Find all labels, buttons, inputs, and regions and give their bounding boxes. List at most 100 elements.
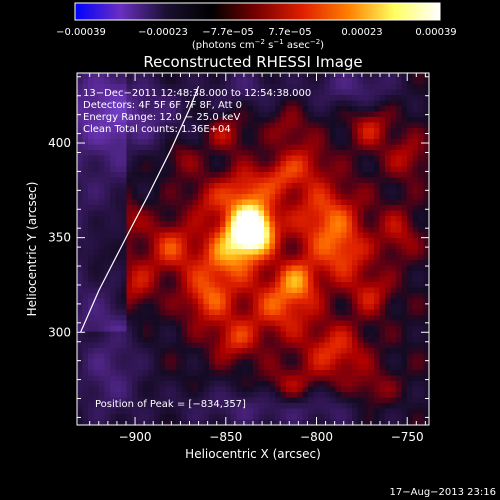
heatmap-cell [280,89,287,96]
heatmap-cell [390,260,397,266]
heatmap-cell [203,293,210,299]
heatmap-cell [209,122,215,129]
heatmap-cell [302,403,309,409]
heatmap-cell [220,150,226,156]
heatmap-cell [77,381,83,387]
heatmap-cell [379,205,386,211]
heatmap-cell [412,254,419,261]
heatmap-cell [170,210,177,217]
heatmap-cell [148,78,155,85]
heatmap-cell [214,238,221,244]
heatmap-cell [253,177,259,184]
heatmap-cell [148,364,155,371]
heatmap-cell [412,199,419,206]
heatmap-cell [302,139,309,145]
heatmap-cell [154,216,160,222]
heatmap-cell [335,260,342,266]
heatmap-cell [341,414,347,420]
heatmap-cell [330,276,336,283]
heatmap-cell [275,84,281,90]
heatmap-cell [291,348,298,354]
heatmap-cell [280,100,287,107]
heatmap-cell [269,232,276,239]
heatmap-cell [390,111,397,118]
heatmap-cell [242,155,248,162]
heatmap-cell [286,89,292,96]
heatmap-cell [220,375,226,382]
heatmap-cell [176,199,182,206]
heatmap-cell [192,370,199,376]
heatmap-cell [412,188,419,195]
heatmap-cell [374,287,380,294]
heatmap-cell [401,298,408,305]
heatmap-cell [220,106,226,112]
heatmap-cell [423,166,429,173]
heatmap-cell [264,408,270,415]
heatmap-cell [198,287,204,294]
heatmap-cell [423,144,429,151]
heatmap-cell [137,177,144,184]
heatmap-cell [396,337,402,343]
heatmap-cell [258,106,265,112]
heatmap-cell [88,403,94,409]
heatmap-cell [181,287,188,294]
heatmap-cell [176,84,182,90]
heatmap-cell [396,298,402,305]
heatmap-cell [363,172,369,178]
heatmap-cell [269,331,276,338]
heatmap-cell [88,73,94,79]
heatmap-cell [231,232,237,239]
heatmap-cell [209,419,215,425]
heatmap-cell [170,254,177,261]
heatmap-cell [209,414,215,420]
heatmap-cell [335,89,342,96]
heatmap-cell [77,337,83,343]
heatmap-cell [148,133,155,140]
heatmap-cell [198,293,204,299]
heatmap-cell [121,364,127,371]
heatmap-cell [390,78,397,85]
heatmap-cell [330,155,336,162]
heatmap-cell [286,111,292,118]
heatmap-cell [390,144,397,151]
heatmap-cell [390,408,397,415]
heatmap-cell [412,221,419,228]
heatmap-cell [390,419,397,425]
heatmap-cell [253,353,259,360]
heatmap-cell [165,282,171,288]
heatmap-cell [291,287,298,294]
heatmap-cell [423,73,429,79]
heatmap-cell [363,243,369,250]
heatmap-cell [132,414,138,420]
heatmap-cell [242,337,248,343]
heatmap-cell [418,89,424,96]
heatmap-cell [324,78,331,85]
heatmap-cell [396,315,402,321]
heatmap-cell [407,238,413,244]
heatmap-cell [203,161,210,167]
heatmap-cell [104,254,111,261]
heatmap-cell [308,243,314,250]
heatmap-cell [154,386,160,393]
heatmap-cell [396,331,402,338]
heatmap-cell [99,353,105,360]
heatmap-cell [132,84,138,90]
heatmap-cell [82,287,89,294]
heatmap-cell [374,364,380,371]
heatmap-cell [269,375,276,382]
heatmap-cell [374,177,380,184]
heatmap-cell [341,183,347,189]
heatmap-cell [236,276,243,283]
heatmap-cell [126,243,133,250]
heatmap-cell [236,254,243,261]
heatmap-cell [110,161,116,167]
heatmap-cell [214,293,221,299]
heatmap-cell [286,309,292,316]
heatmap-cell [374,221,380,228]
heatmap-cell [253,166,259,173]
heatmap-cell [154,375,160,382]
heatmap-cell [264,309,270,316]
heatmap-cell [159,232,166,239]
heatmap-cell [242,271,248,277]
heatmap-cell [192,128,199,134]
